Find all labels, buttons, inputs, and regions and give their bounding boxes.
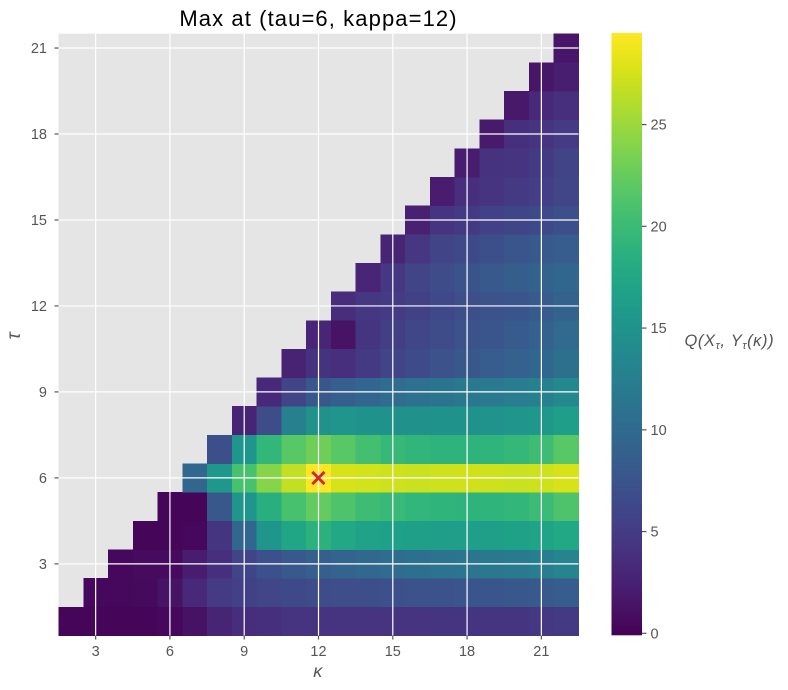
svg-text:9: 9: [240, 644, 248, 660]
svg-text:6: 6: [39, 471, 47, 487]
svg-text:Q(Xτ, Yτ(κ)): Q(Xτ, Yτ(κ)): [685, 332, 775, 352]
svg-text:10: 10: [651, 423, 667, 439]
svg-text:Max at (tau=6, kappa=12): Max at (tau=6, kappa=12): [179, 6, 457, 31]
svg-text:6: 6: [166, 644, 174, 660]
svg-text:18: 18: [459, 644, 475, 660]
svg-text:3: 3: [39, 557, 47, 573]
svg-text:21: 21: [31, 41, 47, 57]
svg-text:20: 20: [651, 219, 667, 235]
svg-text:0: 0: [651, 626, 659, 642]
svg-text:15: 15: [385, 644, 401, 660]
svg-text:κ: κ: [313, 661, 323, 681]
svg-text:5: 5: [651, 525, 659, 541]
svg-text:9: 9: [39, 385, 47, 401]
svg-text:15: 15: [31, 213, 47, 229]
svg-text:18: 18: [31, 127, 47, 143]
svg-text:15: 15: [651, 321, 667, 337]
svg-text:12: 12: [310, 644, 326, 660]
svg-text:12: 12: [31, 299, 47, 315]
svg-text:τ: τ: [4, 331, 25, 340]
svg-text:25: 25: [651, 118, 667, 134]
svg-text:3: 3: [92, 644, 100, 660]
svg-text:21: 21: [533, 644, 549, 660]
